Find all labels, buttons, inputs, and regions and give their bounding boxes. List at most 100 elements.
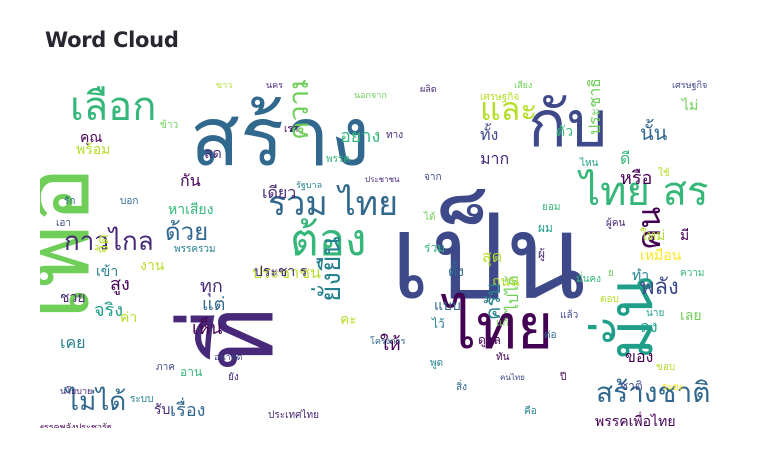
- word-cloud-word: ร่วม: [424, 241, 445, 255]
- word-cloud-word: ประชาชน: [365, 175, 400, 184]
- word-cloud-word: ยั่งยืน: [311, 236, 347, 302]
- word-cloud-word: แต่: [202, 294, 225, 315]
- word-cloud-word: นคร: [266, 81, 283, 91]
- word-cloud-word: ต่อ: [544, 330, 557, 341]
- word-cloud-word: นั้น: [640, 119, 668, 145]
- word-cloud-word: เสียง: [514, 80, 532, 91]
- word-cloud-word: ย: [608, 268, 614, 279]
- word-cloud-word: เดียว: [262, 183, 296, 202]
- word-cloud-word: รัฐบาล: [296, 181, 322, 191]
- word-cloud-word: แบบ: [434, 298, 461, 314]
- word-cloud-word: เลือก: [70, 84, 156, 130]
- word-cloud-word: ดี: [620, 149, 630, 168]
- word-cloud-word: ประเทศไทย: [268, 409, 319, 421]
- word-cloud-word: ประชา ร: [254, 264, 308, 280]
- word-cloud-word: ผลิต: [420, 84, 437, 95]
- word-cloud-word: เพื่อ: [40, 166, 111, 320]
- word-cloud-word: กาวไกล: [64, 226, 154, 257]
- word-cloud-word: ประชาชน: [252, 263, 321, 282]
- word-cloud-word: พรรครวม: [174, 244, 216, 255]
- word-cloud-word: ผู้คน: [606, 217, 626, 229]
- word-cloud-word: ทุก: [200, 276, 223, 297]
- word-cloud-word: ลด: [204, 146, 222, 162]
- word-cloud-word: หรือ: [620, 168, 652, 189]
- word-cloud-word: จัด: [93, 234, 112, 254]
- word-cloud-word: ไม่: [681, 97, 698, 114]
- word-cloud-word: อยาง: [340, 126, 380, 147]
- word-cloud-word: พรรค: [326, 154, 350, 165]
- word-cloud-word: ทำ: [632, 268, 649, 284]
- word-cloud-word: คนไทย: [500, 373, 525, 382]
- word-cloud-word: เหมือน: [640, 248, 682, 264]
- word-cloud-word: คือ: [524, 405, 537, 417]
- word-cloud-word: ดูแล: [478, 333, 501, 348]
- word-cloud-word: ต้อง: [290, 215, 366, 266]
- word-cloud-word: คุณ: [80, 130, 102, 146]
- word-cloud-word: สร้าง: [190, 90, 370, 185]
- word-cloud-word: หาเสียง: [168, 202, 213, 218]
- word-cloud-word: ขอบ: [656, 362, 675, 373]
- word-cloud-word: ไปได้: [503, 275, 522, 314]
- word-cloud-word: ไหน: [579, 157, 599, 169]
- word-cloud-word: ตอบ: [600, 294, 619, 305]
- word-cloud-word: แล้ว: [560, 309, 578, 321]
- word-cloud-word: ได้: [423, 211, 436, 223]
- word-cloud-word: คน: [630, 207, 668, 250]
- word-cloud-word: ไม่ได้: [64, 386, 126, 417]
- word-cloud-word: โครงการ: [370, 336, 406, 347]
- word-cloud-word: บอก: [120, 196, 138, 207]
- word-cloud-word: รัก: [64, 196, 75, 207]
- word-cloud-word: งาน: [140, 258, 165, 274]
- word-cloud-word: เรา: [284, 124, 298, 135]
- word-cloud-word: ไว้: [431, 317, 445, 331]
- word-cloud-word: ยัง: [228, 372, 239, 383]
- word-cloud-word: รับ: [154, 402, 170, 418]
- word-cloud-word: มาก: [480, 149, 509, 168]
- word-cloud-word: ทั้ง: [480, 123, 498, 144]
- word-cloud-word: เป็น: [390, 188, 586, 326]
- word-cloud-word: มั่น: [588, 277, 667, 360]
- word-cloud-word: ไทย สร: [577, 169, 709, 215]
- word-cloud-word: จริง: [94, 300, 123, 321]
- word-cloud-word: เลย: [680, 308, 702, 324]
- word-cloud-word: กัน: [180, 171, 201, 190]
- word-cloud-word: มั่นคง: [576, 271, 601, 285]
- word-cloud-word: ถนน: [492, 274, 520, 290]
- word-cloud-word: ขาว: [216, 81, 232, 91]
- word-cloud-word: รวม ไทย: [268, 184, 398, 224]
- word-cloud-word: พรรคพลังประชารัฐ: [40, 423, 112, 428]
- word-cloud-word: ทัน: [496, 352, 510, 363]
- word-cloud-word: ของ: [625, 347, 653, 366]
- word-cloud-word: จาก: [424, 172, 442, 183]
- word-cloud-word: พรรคเพื่อไทย: [595, 412, 676, 428]
- word-cloud-word: พูด: [430, 358, 443, 369]
- word-cloud-word: อาน: [180, 365, 202, 379]
- word-cloud-word: เห็น: [192, 316, 222, 339]
- word-cloud-word: สร้างชาติ: [596, 376, 710, 409]
- word-cloud-word: ความ: [282, 80, 315, 140]
- word-cloud-word: ให้: [380, 333, 401, 355]
- word-cloud-word: ตั้ง: [448, 261, 464, 280]
- word-cloud-word: สิ่ง: [456, 379, 467, 393]
- word-cloud-word: แก้: [496, 317, 509, 329]
- word-cloud-word: ชาติ: [620, 379, 643, 393]
- word-cloud-word: ตัว: [556, 124, 573, 140]
- word-cloud-word: ครับ: [481, 283, 505, 320]
- word-cloud-word: อนาคต: [214, 353, 243, 363]
- word-cloud-word: ใช้: [658, 167, 670, 179]
- word-cloud-word: ระยะ: [662, 382, 684, 393]
- word-cloud-word: เคย: [60, 333, 86, 352]
- word-cloud-word: เศรษฐกิจ: [672, 80, 707, 91]
- word-cloud-word: คะ: [340, 312, 357, 328]
- word-cloud-word: สุด: [482, 247, 502, 267]
- word-cloud-word: ผู้: [538, 247, 545, 262]
- word-cloud-word: ชวย: [60, 290, 86, 306]
- word-cloud-word: ไทย: [440, 290, 553, 363]
- word-cloud-word: พลัง: [640, 275, 679, 300]
- word-cloud-word: นโยบาย: [60, 386, 92, 397]
- word-cloud-word: นาย: [646, 308, 664, 319]
- word-cloud-word: สูง: [110, 274, 130, 295]
- word-cloud-word: และ: [480, 90, 537, 128]
- word-cloud-word: ยอม: [542, 202, 560, 213]
